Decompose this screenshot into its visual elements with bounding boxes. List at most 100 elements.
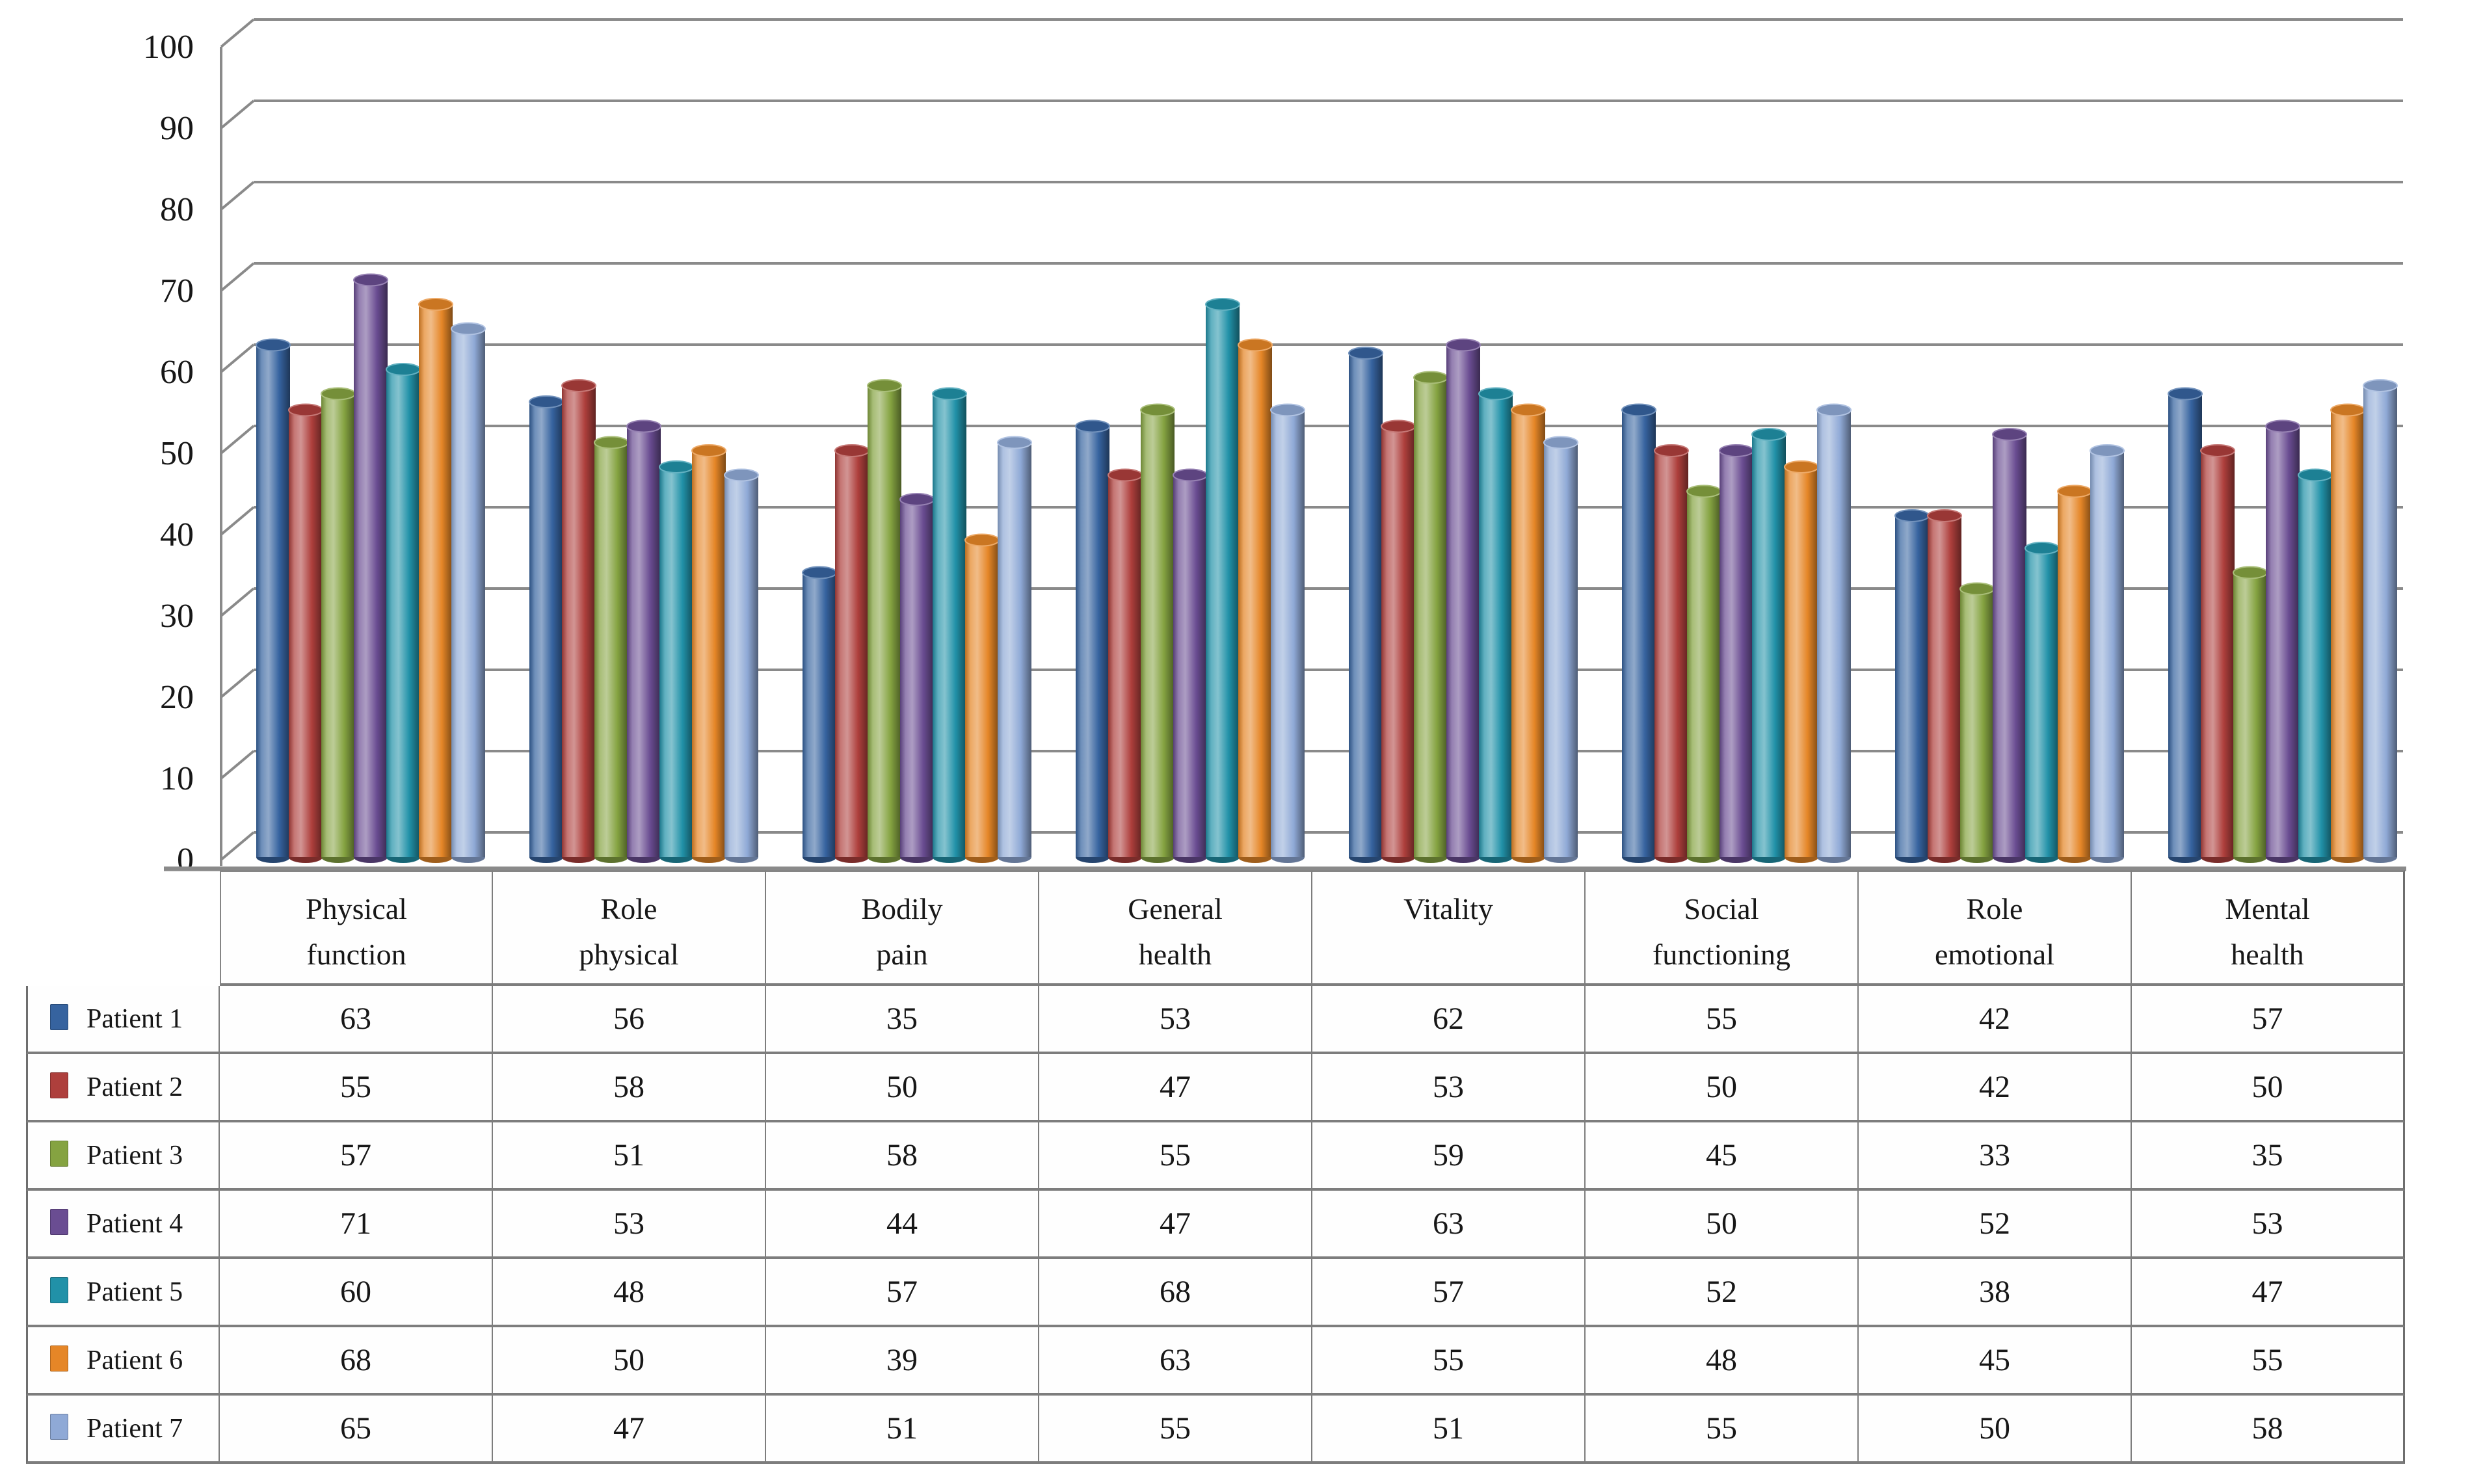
- cylinder-bar: [659, 460, 694, 863]
- y-axis-label: 60: [160, 354, 194, 391]
- value-cell: 50: [1586, 1191, 1859, 1259]
- value-cell: 51: [493, 1122, 766, 1191]
- value-cell: 51: [1312, 1396, 1586, 1464]
- value-cell: 47: [493, 1396, 766, 1464]
- cylinder-bar: [2057, 484, 2092, 863]
- column-header-cell: Vitality: [1312, 870, 1586, 986]
- cylinder-bar: [1894, 509, 1930, 863]
- cylinder-bar: [1992, 428, 2027, 863]
- value-cell: 35: [766, 986, 1039, 1054]
- value-cell: 55: [220, 1054, 493, 1122]
- cylinder-bar: [1238, 338, 1273, 863]
- value-cell: 63: [220, 986, 493, 1054]
- cylinder-bar: [1751, 428, 1786, 863]
- value-cell: 42: [1859, 1054, 2132, 1122]
- legend-cell: Patient 7: [26, 1396, 220, 1464]
- value-cell: 51: [766, 1396, 1039, 1464]
- table-corner-spacer: [26, 870, 220, 986]
- legend-cell: Patient 2: [26, 1054, 220, 1122]
- value-cell: 50: [2132, 1054, 2405, 1122]
- legend-cell: Patient 3: [26, 1122, 220, 1191]
- cylinder-bar: [1543, 436, 1578, 863]
- value-cell: 53: [493, 1191, 766, 1259]
- legend-cell: Patient 4: [26, 1191, 220, 1259]
- value-cell: 47: [1039, 1054, 1312, 1122]
- cylinder-bar: [2090, 444, 2125, 863]
- cylinder-bar: [451, 322, 486, 863]
- legend-cell: Patient 5: [26, 1259, 220, 1327]
- axis-tick-connector: [220, 831, 255, 861]
- cylinder-bar: [932, 387, 967, 863]
- cylinder-bar: [802, 566, 837, 863]
- legend-swatch: [50, 1345, 68, 1371]
- value-cell: 57: [220, 1122, 493, 1191]
- value-cell: 33: [1859, 1122, 2132, 1191]
- y-axis-label: 10: [160, 760, 194, 797]
- value-cell: 58: [2132, 1396, 2405, 1464]
- cylinder-bar: [1654, 444, 1689, 863]
- cylinder-bar: [2233, 566, 2268, 863]
- legend-swatch: [50, 1140, 68, 1167]
- cylinder-bar: [997, 436, 1032, 863]
- legend-cell: Patient 1: [26, 986, 220, 1054]
- cylinder-bar: [1140, 403, 1175, 863]
- legend-swatch: [50, 1277, 68, 1303]
- cylinder-bar: [1173, 468, 1208, 863]
- cylinder-bar: [1511, 403, 1546, 863]
- value-cell: 50: [493, 1327, 766, 1396]
- cylinder-bar: [386, 363, 421, 863]
- y-axis-label: 70: [160, 272, 194, 310]
- cylinder-bar: [256, 338, 291, 863]
- y-axis-label: 50: [160, 435, 194, 472]
- cylinder-bar: [1381, 419, 1416, 863]
- y-axis-label: 80: [160, 191, 194, 228]
- axis-tick-connector: [220, 18, 255, 48]
- value-cell: 57: [766, 1259, 1039, 1327]
- cylinder-bar: [1686, 484, 1721, 863]
- value-cell: 59: [1312, 1122, 1586, 1191]
- value-cell: 53: [2132, 1191, 2405, 1259]
- value-cell: 53: [1039, 986, 1312, 1054]
- cylinder-bar: [1348, 347, 1383, 863]
- cylinder-bar: [418, 298, 453, 863]
- legend-swatch: [50, 1072, 68, 1098]
- value-cell: 52: [1586, 1259, 1859, 1327]
- value-cell: 68: [220, 1327, 493, 1396]
- value-cell: 63: [1039, 1327, 1312, 1396]
- value-cell: 62: [1312, 986, 1586, 1054]
- value-cell: 39: [766, 1327, 1039, 1396]
- value-cell: 57: [2132, 986, 2405, 1054]
- cylinder-bar: [899, 493, 935, 863]
- value-cell: 50: [1859, 1396, 2132, 1464]
- value-cell: 55: [1586, 986, 1859, 1054]
- value-cell: 53: [1312, 1054, 1586, 1122]
- value-cell: 52: [1859, 1191, 2132, 1259]
- value-cell: 38: [1859, 1259, 2132, 1327]
- cylinder-bar: [1413, 371, 1448, 863]
- axis-tick-connector: [220, 262, 255, 292]
- value-cell: 50: [766, 1054, 1039, 1122]
- column-header-cell: Social functioning: [1586, 870, 1859, 986]
- cylinder-bar: [1270, 403, 1305, 863]
- value-cell: 58: [766, 1122, 1039, 1191]
- value-cell: 65: [220, 1396, 493, 1464]
- cylinder-bar: [1446, 338, 1481, 863]
- cylinder-bar: [288, 403, 323, 863]
- axis-tick-connector: [220, 750, 255, 780]
- legend-label: Patient 7: [86, 1413, 183, 1444]
- cylinder-bar: [867, 379, 902, 863]
- value-cell: 55: [1586, 1396, 1859, 1464]
- cylinder-bar: [626, 419, 661, 863]
- column-header-cell: Role emotional: [1859, 870, 2132, 986]
- column-header-cell: Bodily pain: [766, 870, 1039, 986]
- value-cell: 48: [493, 1259, 766, 1327]
- cylinder-bar: [2330, 403, 2365, 863]
- cylinder-bar: [529, 395, 564, 863]
- cylinder-bar: [1927, 509, 1962, 863]
- column-header-cell: Mental health: [2132, 870, 2405, 986]
- cylinder-bar: [2025, 542, 2060, 863]
- value-cell: 55: [1039, 1122, 1312, 1191]
- value-cell: 58: [493, 1054, 766, 1122]
- legend-cell: Patient 6: [26, 1327, 220, 1396]
